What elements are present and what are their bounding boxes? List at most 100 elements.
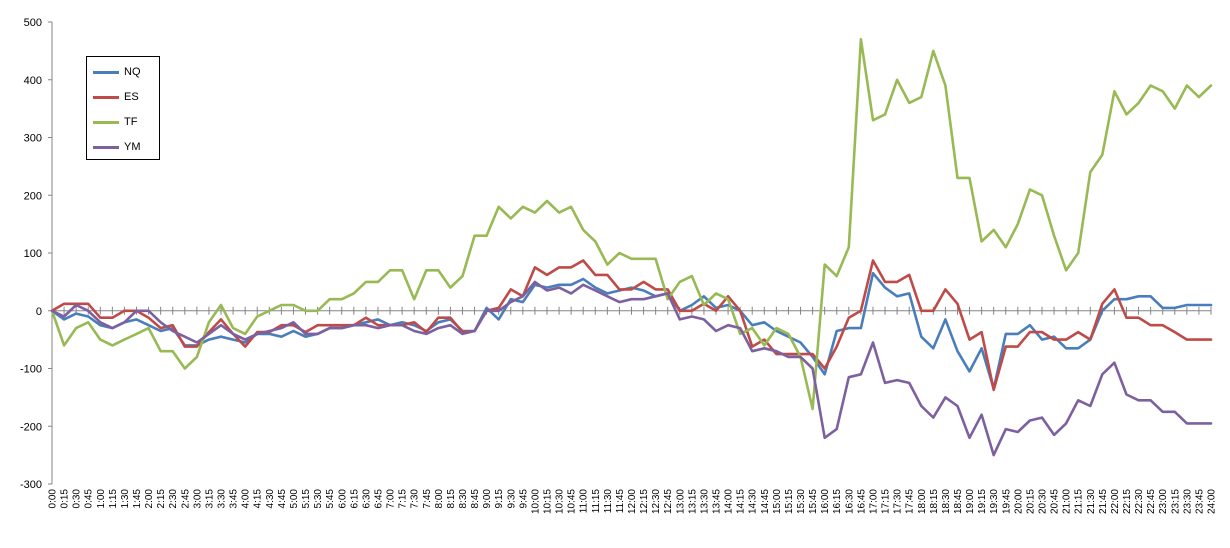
legend-swatch-es bbox=[93, 96, 119, 99]
x-tick-label: 13:15 bbox=[687, 489, 698, 514]
x-tick-label: 11:15 bbox=[591, 489, 602, 514]
x-tick-label: 20:45 bbox=[1050, 489, 1061, 514]
x-tick-label: 14:30 bbox=[748, 489, 759, 514]
x-tick-label: 11:30 bbox=[603, 489, 614, 514]
x-tick-label: 12:00 bbox=[627, 489, 638, 514]
x-tick-label: 19:15 bbox=[977, 489, 988, 514]
legend-swatch-tf bbox=[93, 121, 119, 124]
x-tick-label: 11:45 bbox=[615, 489, 626, 514]
x-tick-label: 20:15 bbox=[1025, 489, 1036, 514]
x-tick-label: 8:30 bbox=[458, 489, 469, 509]
legend-label-ym: YM bbox=[124, 141, 141, 153]
series-line-es bbox=[50, 259, 1213, 392]
legend-swatch-ym bbox=[93, 146, 119, 149]
x-tick-label: 23:30 bbox=[1182, 489, 1193, 514]
x-axis: 0:00 0:15 0:30 0:45 1:00 1:15 1:30 1:45 2:00 2:15… bbox=[48, 306, 1218, 514]
x-tick-label: 16:00 bbox=[820, 489, 831, 514]
x-tick-label: 7:00 bbox=[386, 489, 397, 509]
legend-label-es: ES bbox=[124, 91, 139, 103]
x-tick-label: 16:15 bbox=[832, 489, 843, 514]
x-tick-label: 9:45 bbox=[518, 489, 529, 509]
x-tick-label: 1:30 bbox=[120, 489, 131, 509]
x-tick-label: 10:30 bbox=[555, 489, 566, 514]
x-tick-label: 0:15 bbox=[60, 489, 71, 509]
x-tick-label: 15:30 bbox=[796, 489, 807, 514]
y-tick-label: 500 bbox=[24, 17, 42, 29]
x-tick-label: 21:45 bbox=[1098, 489, 1109, 514]
x-tick-label: 12:45 bbox=[663, 489, 674, 514]
x-tick-label: 0:45 bbox=[84, 489, 95, 509]
x-tick-label: 5:45 bbox=[325, 489, 336, 509]
legend-item-nq: NQ bbox=[91, 65, 157, 79]
x-tick-label: 14:00 bbox=[724, 489, 735, 514]
x-tick-label: 4:30 bbox=[265, 489, 276, 509]
x-tick-label: 1:15 bbox=[108, 489, 119, 509]
x-tick-label: 4:45 bbox=[277, 489, 288, 509]
y-tick-label: 100 bbox=[24, 248, 42, 260]
x-tick-label: 8:15 bbox=[446, 489, 457, 509]
y-tick-label: -300 bbox=[20, 479, 42, 491]
x-tick-label: 8:00 bbox=[434, 489, 445, 509]
x-tick-label: 15:45 bbox=[808, 489, 819, 514]
x-tick-label: 24:00 bbox=[1207, 489, 1218, 514]
x-tick-label: 4:00 bbox=[241, 489, 252, 509]
x-tick-label: 3:15 bbox=[204, 489, 215, 509]
series-line-tf bbox=[50, 37, 1213, 411]
x-tick-label: 20:00 bbox=[1013, 489, 1024, 514]
x-tick-label: 5:15 bbox=[301, 489, 312, 509]
x-tick-label: 3:00 bbox=[192, 489, 203, 509]
y-tick-label: 200 bbox=[24, 190, 42, 202]
legend-item-es: ES bbox=[91, 90, 157, 104]
legend-label-tf: TF bbox=[124, 116, 138, 128]
x-tick-label: 22:00 bbox=[1110, 489, 1121, 514]
x-tick-label: 0:30 bbox=[72, 489, 83, 509]
x-tick-label: 12:15 bbox=[639, 489, 650, 514]
x-tick-label: 4:15 bbox=[253, 489, 264, 509]
x-tick-label: 3:30 bbox=[217, 489, 228, 509]
x-tick-label: 5:30 bbox=[313, 489, 324, 509]
x-tick-label: 9:30 bbox=[506, 489, 517, 509]
x-tick-label: 18:00 bbox=[917, 489, 928, 514]
x-tick-label: 18:15 bbox=[929, 489, 940, 514]
y-tick-label: -200 bbox=[20, 421, 42, 433]
legend-swatch-nq bbox=[93, 71, 119, 74]
x-tick-label: 20:30 bbox=[1037, 489, 1048, 514]
x-tick-label: 19:00 bbox=[965, 489, 976, 514]
x-tick-label: 6:15 bbox=[349, 489, 360, 509]
x-tick-label: 13:45 bbox=[712, 489, 723, 514]
x-tick-label: 15:00 bbox=[772, 489, 783, 514]
y-tick-label: 400 bbox=[24, 75, 42, 87]
x-tick-label: 17:15 bbox=[881, 489, 892, 514]
x-tick-label: 2:15 bbox=[156, 489, 167, 509]
x-tick-label: 14:15 bbox=[736, 489, 747, 514]
x-tick-label: 6:45 bbox=[373, 489, 384, 509]
x-tick-label: 16:45 bbox=[856, 489, 867, 514]
y-axis: -300 -200 -100 0 100 200 300 400 500 bbox=[20, 17, 53, 491]
x-tick-label: 10:00 bbox=[530, 489, 541, 514]
x-tick-label: 7:45 bbox=[422, 489, 433, 509]
x-tick-label: 22:30 bbox=[1134, 489, 1145, 514]
x-tick-label: 7:15 bbox=[398, 489, 409, 509]
x-tick-label: 9:15 bbox=[494, 489, 505, 509]
x-tick-label: 23:15 bbox=[1170, 489, 1181, 514]
x-tick-label: 0:00 bbox=[48, 489, 59, 509]
x-tick-label: 8:45 bbox=[470, 489, 481, 509]
x-tick-label: 7:30 bbox=[410, 489, 421, 509]
x-tick-label: 13:30 bbox=[699, 489, 710, 514]
x-tick-label: 23:45 bbox=[1194, 489, 1205, 514]
series-line-nq bbox=[50, 271, 1213, 391]
series-line-ym bbox=[50, 280, 1213, 457]
legend: NQ ES TF YM bbox=[86, 56, 160, 160]
legend-item-ym: YM bbox=[91, 140, 157, 154]
x-tick-label: 19:30 bbox=[989, 489, 1000, 514]
x-tick-label: 22:15 bbox=[1122, 489, 1133, 514]
x-tick-label: 15:15 bbox=[784, 489, 795, 514]
x-tick-label: 10:15 bbox=[542, 489, 553, 514]
x-tick-label: 6:30 bbox=[361, 489, 372, 509]
x-tick-label: 1:00 bbox=[96, 489, 107, 509]
x-tick-label: 19:45 bbox=[1001, 489, 1012, 514]
y-tick-label: -100 bbox=[20, 364, 42, 376]
x-tick-label: 21:00 bbox=[1062, 489, 1073, 514]
